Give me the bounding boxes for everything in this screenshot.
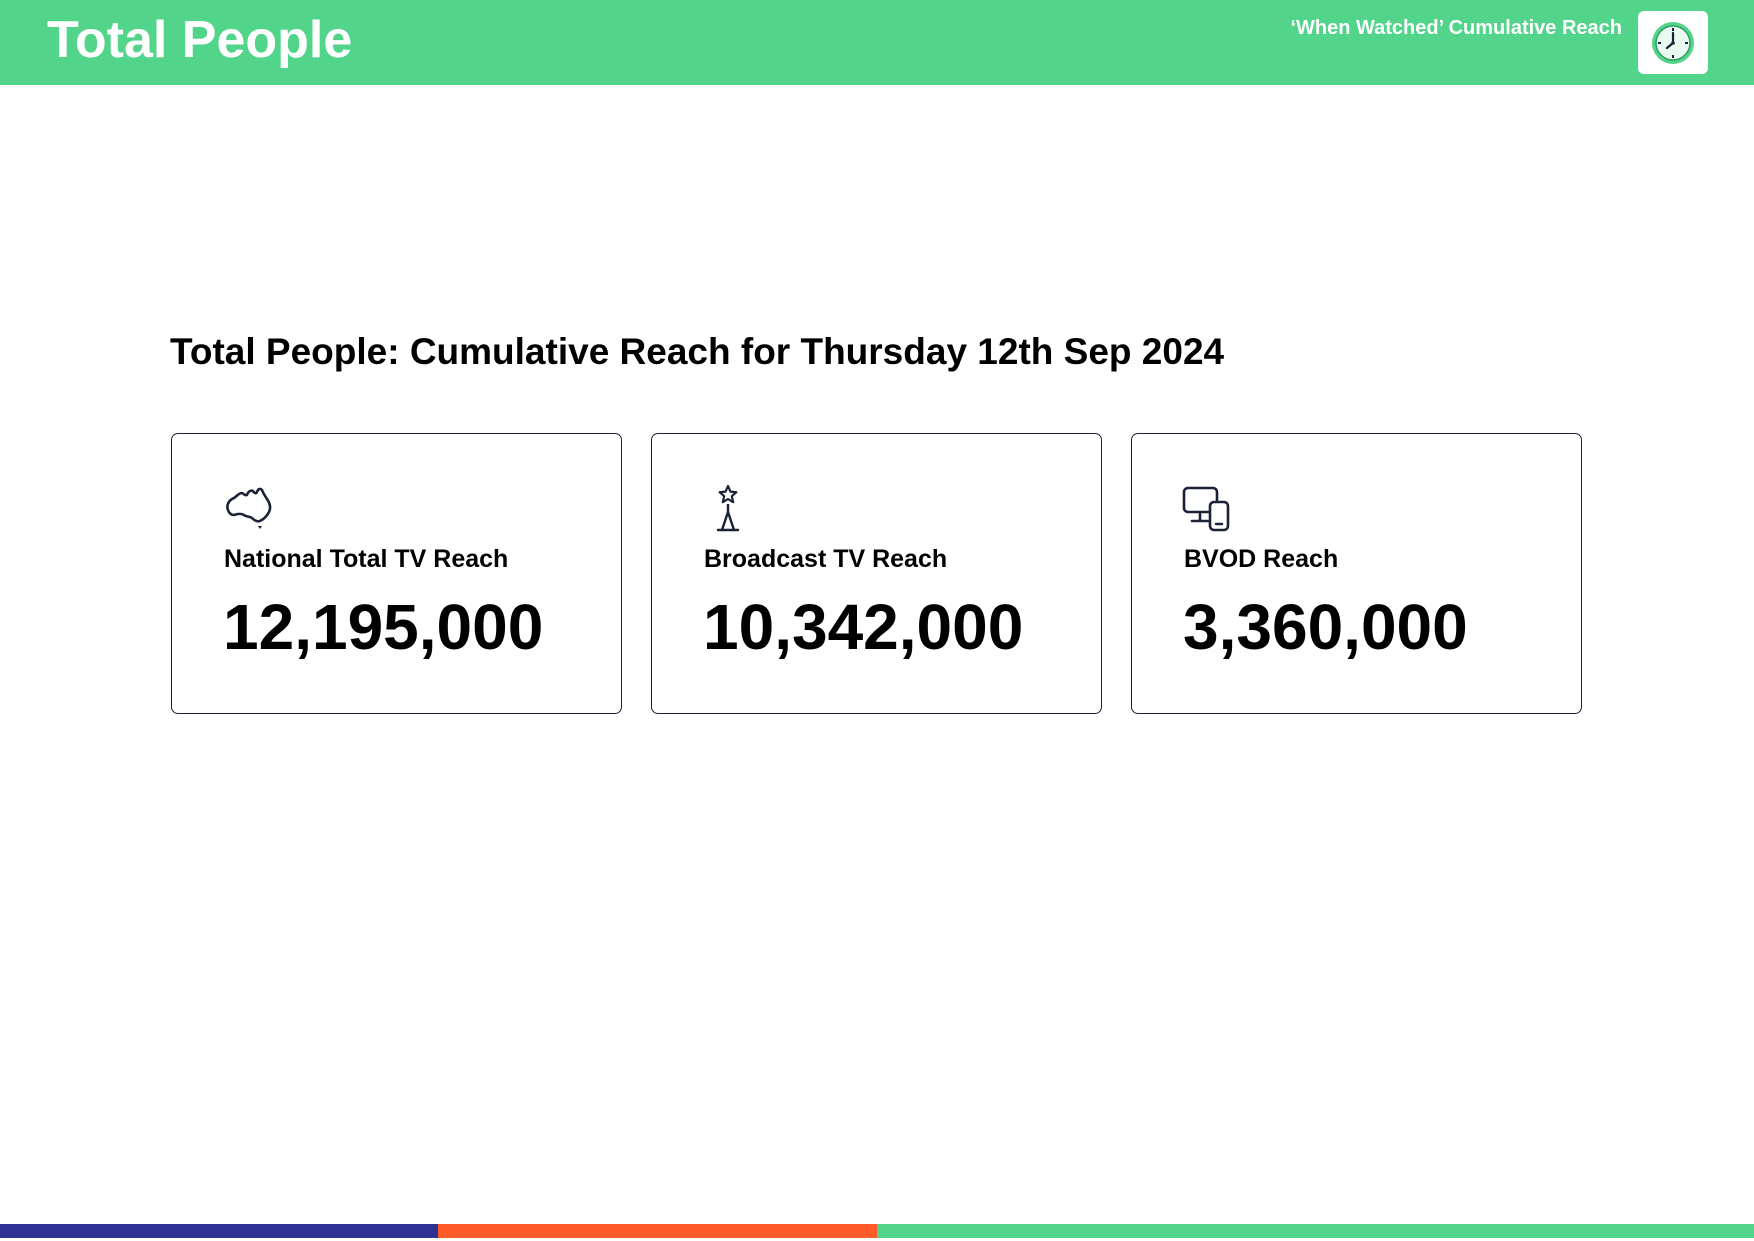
section-heading: Total People: Cumulative Reach for Thurs…: [170, 331, 1225, 372]
clock-icon: [1652, 21, 1694, 64]
broadcast-tower-icon: [716, 484, 740, 532]
broadcast-tv-reach-card: Broadcast TV Reach 10,342,000: [651, 433, 1102, 714]
footer-color-stripe: [0, 1224, 1754, 1238]
national-tv-reach-card: National Total TV Reach 12,195,000: [171, 433, 622, 714]
header-bar: Total People ‘When Watched’ Cumulative R…: [0, 0, 1754, 85]
report-subtitle: ‘When Watched’ Cumulative Reach: [1290, 17, 1622, 39]
page-title: Total People: [47, 11, 353, 69]
footer-stripe-navy: [0, 1224, 438, 1238]
footer-stripe-orange: [438, 1224, 877, 1238]
card-value: 10,342,000: [703, 591, 1024, 663]
card-value: 3,360,000: [1183, 591, 1468, 663]
card-label: BVOD Reach: [1184, 545, 1339, 573]
australia-map-icon: [226, 487, 272, 529]
clock-badge: [1638, 11, 1708, 74]
devices-icon: [1182, 486, 1230, 532]
bvod-reach-card: BVOD Reach 3,360,000: [1131, 433, 1582, 714]
card-label: Broadcast TV Reach: [704, 545, 948, 573]
card-value: 12,195,000: [223, 591, 544, 663]
card-label: National Total TV Reach: [224, 545, 509, 573]
footer-stripe-green: [877, 1224, 1754, 1238]
